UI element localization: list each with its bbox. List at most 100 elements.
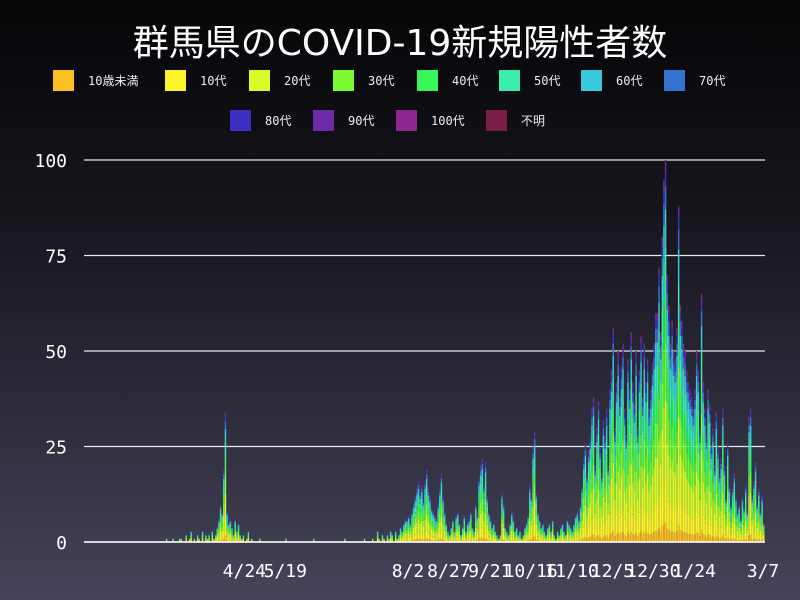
bar-segment: [623, 408, 626, 409]
bar-segment: [484, 537, 487, 542]
bar-segment: [655, 457, 657, 504]
bar-segment: [745, 486, 747, 489]
bar-segment: [427, 539, 430, 542]
bar-segment: [736, 530, 739, 537]
bar-segment: [514, 540, 516, 542]
bar-segment: [543, 537, 546, 541]
bar-segment: [529, 532, 531, 540]
bar-segment: [723, 538, 726, 542]
bar-segment: [700, 325, 703, 351]
bar-segment: [407, 537, 410, 541]
bar-segment: [517, 539, 520, 541]
bar-segment: [691, 398, 693, 402]
bar-segment: [596, 522, 598, 537]
bar-segment: [509, 532, 511, 535]
bar-segment: [586, 506, 588, 517]
bar-segment: [681, 320, 683, 322]
bar-segment: [506, 537, 508, 541]
bar-segment: [576, 540, 578, 542]
bar-segment: [641, 396, 644, 398]
bar-segment: [723, 475, 726, 484]
bar-segment: [547, 527, 549, 528]
bar-segment: [659, 506, 662, 532]
bar-segment: [646, 400, 649, 423]
bar-segment: [607, 538, 610, 542]
bar-segment: [638, 409, 641, 431]
bar-segment: [527, 532, 529, 538]
bar-segment: [478, 481, 480, 486]
bar-segment: [748, 520, 750, 536]
bar-segment: [537, 540, 539, 542]
bar-segment: [479, 529, 482, 539]
bar-segment: [605, 425, 608, 440]
bar-segment: [581, 539, 583, 542]
bar-segment: [605, 417, 608, 426]
bar-segment: [702, 437, 704, 459]
bar-segment: [471, 534, 474, 537]
bar-segment: [733, 497, 736, 507]
bar-segment: [731, 492, 734, 496]
bar-segment: [725, 499, 727, 503]
bar-segment: [403, 525, 405, 528]
bar-segment: [627, 474, 629, 511]
bar-segment: [425, 486, 428, 495]
bar-segment: [211, 537, 214, 541]
bar-segment: [749, 409, 752, 413]
bar-segment: [664, 477, 667, 523]
bar-segment: [447, 537, 449, 541]
bar-segment: [710, 492, 713, 507]
bar-segment: [648, 472, 650, 493]
bar-segment: [416, 514, 418, 523]
legend-swatch: [664, 70, 685, 91]
bar-segment: [553, 535, 556, 537]
bar-segment: [241, 540, 243, 542]
bar-segment: [211, 532, 214, 534]
bar-segment: [237, 523, 240, 525]
bar-segment: [514, 532, 516, 534]
bar-segment: [704, 409, 706, 413]
bar-segment: [522, 535, 524, 537]
bar-segment: [645, 382, 647, 384]
bar-segment: [692, 412, 695, 418]
bar-segment: [625, 448, 628, 460]
bar-segment: [234, 519, 237, 521]
bar-segment: [682, 343, 685, 345]
bar-segment: [751, 534, 754, 540]
bar-segment: [673, 394, 675, 418]
bar-segment: [236, 532, 238, 534]
bar-segment: [475, 506, 477, 509]
bar-segment: [470, 522, 472, 527]
bar-segment: [494, 540, 497, 542]
bar-segment: [658, 266, 660, 269]
bar-segment: [376, 537, 379, 541]
bar-segment: [731, 490, 734, 493]
x-tick-label: 9/21: [468, 561, 511, 582]
bar-segment: [763, 529, 765, 533]
bar-segment: [556, 531, 559, 533]
bar-segment: [749, 412, 752, 418]
bar-segment: [592, 401, 595, 408]
bar-segment: [208, 538, 210, 540]
bar-segment: [515, 530, 518, 533]
bar-segment: [663, 204, 665, 227]
bar-segment: [638, 452, 641, 479]
bar-segment: [558, 538, 560, 540]
bar-segment: [486, 525, 488, 535]
bar-segment: [630, 334, 632, 340]
bar-segment: [471, 532, 474, 535]
bar-segment: [553, 538, 556, 540]
bar-segment: [409, 523, 412, 525]
bar-segment: [185, 540, 187, 542]
bar-segment: [717, 458, 719, 469]
bar-segment: [430, 508, 433, 511]
bar-segment: [493, 527, 495, 530]
bar-segment: [488, 515, 490, 519]
bar-segment: [591, 535, 593, 542]
legend-item: 100代: [396, 110, 465, 131]
bar-segment: [421, 486, 423, 489]
bar-segment: [417, 502, 420, 511]
bar-segment: [597, 489, 600, 518]
bar-segment: [381, 537, 384, 539]
bar-segment: [731, 500, 734, 508]
bar-segment: [242, 540, 245, 542]
